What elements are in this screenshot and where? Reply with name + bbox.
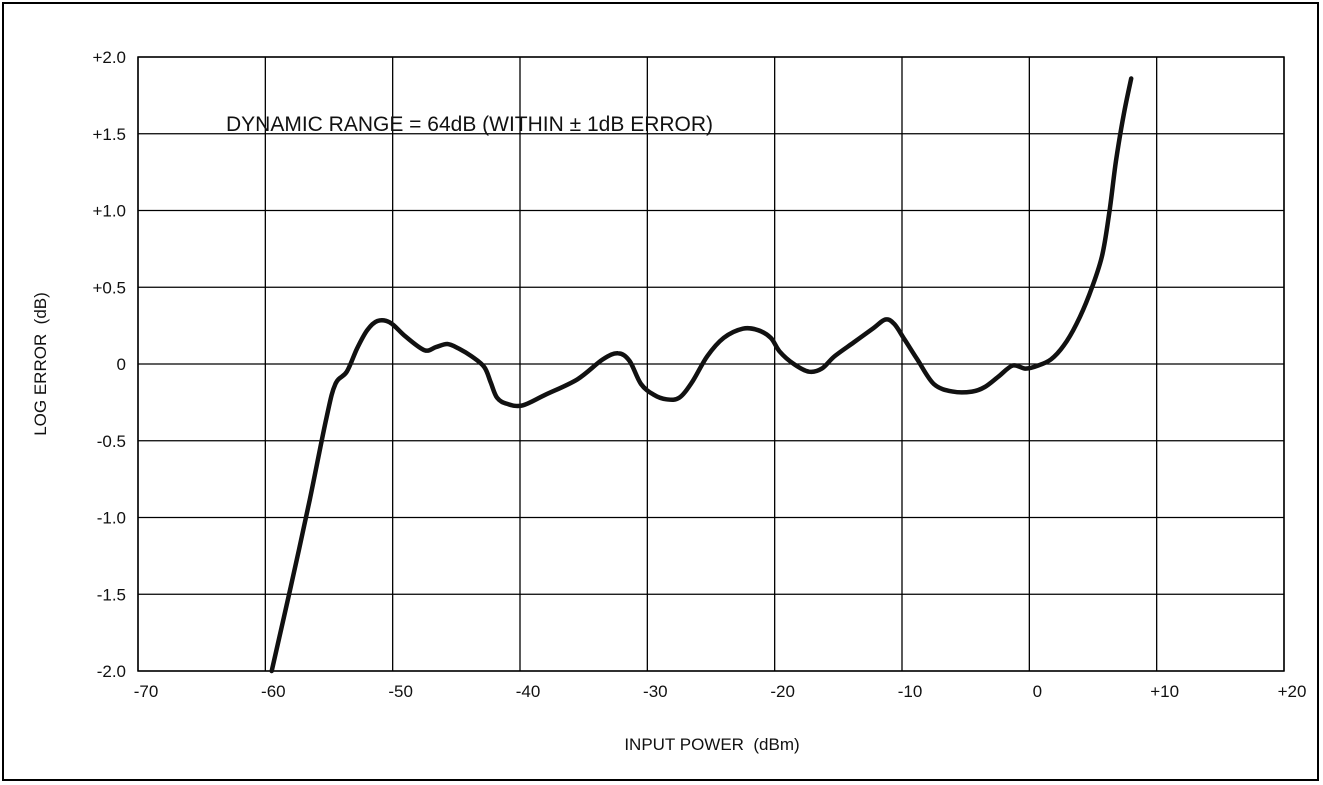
x-tick-label: -30 bbox=[643, 682, 668, 701]
x-tick-label: -20 bbox=[770, 682, 795, 701]
y-axis-tick-labels: +2.0 +1.5 +1.0 +0.5 0 -0.5 -1.0 -1.5 -2.0 bbox=[92, 48, 126, 681]
dynamic-range-annotation: DYNAMIC RANGE = 64dB (WITHIN ± 1dB ERROR… bbox=[226, 113, 713, 136]
grid-lines bbox=[137, 56, 1285, 672]
x-tick-label: +10 bbox=[1150, 682, 1179, 701]
x-tick-label: 0 bbox=[1033, 682, 1042, 701]
y-tick-label: +2.0 bbox=[92, 48, 126, 67]
x-tick-label: +20 bbox=[1278, 682, 1307, 701]
x-axis-tick-labels: -70 -60 -50 -40 -30 -20 -10 0 +10 +20 bbox=[134, 682, 1307, 701]
x-tick-label: -50 bbox=[388, 682, 413, 701]
x-tick-label: -70 bbox=[134, 682, 159, 701]
y-tick-label: -2.0 bbox=[97, 662, 126, 681]
y-tick-label: 0 bbox=[117, 355, 126, 374]
x-tick-label: -10 bbox=[898, 682, 923, 701]
y-tick-label: +0.5 bbox=[92, 278, 126, 297]
plot-area-border bbox=[137, 56, 1285, 672]
y-tick-label: +1.0 bbox=[92, 202, 126, 221]
y-axis-title: LOG ERROR (dB) bbox=[31, 292, 50, 436]
y-tick-label: -1.5 bbox=[97, 585, 126, 604]
log-error-series-line bbox=[269, 76, 1134, 674]
x-axis-title: INPUT POWER (dBm) bbox=[624, 735, 799, 754]
y-tick-label: -0.5 bbox=[97, 432, 126, 451]
x-tick-label: -40 bbox=[516, 682, 541, 701]
x-tick-label: -60 bbox=[261, 682, 286, 701]
y-tick-label: -1.0 bbox=[97, 509, 126, 528]
y-tick-label: +1.5 bbox=[92, 125, 126, 144]
